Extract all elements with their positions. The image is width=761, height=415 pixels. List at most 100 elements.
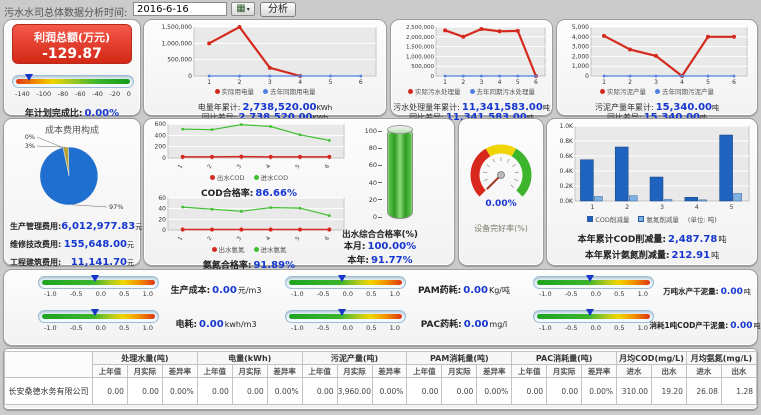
tick-label: 0.0 — [342, 324, 353, 332]
tick-label: 1.0 — [142, 324, 153, 332]
electricity-total-line: 电量年累计: 2,738,520.00KWh — [197, 102, 333, 113]
analyze-button[interactable]: 分析 — [260, 2, 296, 17]
summary-table: 处理水量(吨) 电量(kWh) 污泥产量(吨) PAM消耗量(吨) PAC消耗量(吨) 月… — [4, 351, 758, 405]
sludge-per-cod-metric: 消耗1吨COD产干泥量: 0.00吨 — [649, 321, 761, 331]
svg-text:5: 5 — [329, 79, 333, 86]
tick-label: 80 — [369, 144, 382, 152]
svg-text:4: 4 — [265, 163, 272, 170]
electricity-line-chart: 0 500,000 1,000,000 1,500,000 1 2 3 4 5 6 — [148, 23, 384, 91]
pointer-icon — [25, 74, 33, 81]
slider-track — [533, 275, 654, 289]
table-value-cell: 0.00% — [371, 377, 408, 405]
table-sub-header: 出水 — [651, 364, 687, 378]
reduction-legend: COD削减量 氨氮削减量 (单位: 吨) — [547, 214, 757, 224]
svg-text:1,500,000: 1,500,000 — [161, 24, 192, 31]
tick-label: -1.0 — [291, 290, 304, 298]
tick-label: 0.0 — [342, 290, 353, 298]
tick-label: 0 — [373, 213, 382, 221]
slider-ticks: -1.0 -0.5 0.0 0.5 1.0 — [38, 289, 159, 298]
svg-text:2: 2 — [238, 79, 242, 86]
tick-label: 1.0 — [142, 290, 153, 298]
cod-pass-rate: COD合格率: 86.66% — [201, 188, 297, 199]
tick-label: 0.0 — [95, 324, 106, 332]
sewage-line-chart: 0 500,000 1,000,000 1,500,000 2,000,000 2,500… — [394, 23, 551, 91]
legend-swatch-icon — [408, 88, 413, 94]
table-sub-header: 差异率 — [266, 364, 303, 378]
tick-label: 0.5 — [366, 324, 377, 332]
profit-gauge-bar — [16, 79, 130, 84]
kpi-sliders-panel: -1.0 -0.5 0.0 0.5 1.0 生产成本: 0.00元/m3 -1.0 -0.5… — [3, 269, 761, 346]
legend-item: 出水COD — [209, 172, 245, 182]
calendar-button[interactable]: ▦ ▾ — [231, 2, 255, 16]
table-value-cell: 26.08 — [685, 377, 722, 405]
tick-label: 60 — [369, 161, 382, 169]
svg-text:200: 200 — [155, 144, 167, 151]
legend-swatch-icon — [253, 246, 259, 252]
power-consumption-metric: 电耗: 0.00kwh/m3 — [175, 319, 257, 330]
sludge-line-chart: 0 1,000 2,000 3,000 4,000 5,000 1 2 3 4 5 6 — [561, 23, 755, 91]
table-value-cell: 0.00 — [406, 377, 443, 405]
tick-label: 100 — [365, 127, 382, 135]
svg-text:3: 3 — [268, 79, 272, 86]
profit-gauge — [12, 74, 134, 88]
tick-label: 0.0 — [590, 324, 601, 332]
svg-text:6: 6 — [359, 79, 363, 86]
tick-label: 1.0 — [389, 290, 400, 298]
svg-text:0: 0 — [188, 73, 192, 80]
reduction-bar-chart: 0.0K 0.2K 0.4K 0.6K 0.8K 1.0K 1 2 3 4 5 — [551, 122, 755, 216]
slider-track — [38, 275, 159, 289]
svg-text:40: 40 — [158, 206, 166, 213]
svg-text:1,500,000: 1,500,000 — [406, 45, 434, 51]
tick-label: 1.0 — [389, 324, 400, 332]
svg-text:2: 2 — [628, 79, 632, 86]
svg-text:6: 6 — [732, 79, 736, 86]
tick-label: -0.5 — [316, 290, 330, 298]
legend-swatch-icon — [655, 88, 660, 94]
tick-label: 0.5 — [119, 290, 130, 298]
tick-label: -100 — [36, 90, 52, 98]
legend-swatch-icon — [211, 246, 217, 252]
table-value-cell: 0.00% — [266, 377, 303, 405]
tick-label: -1.0 — [539, 324, 552, 332]
table-value-cell: 0.00% — [476, 377, 513, 405]
table-sub-header: 月实际 — [441, 364, 478, 378]
profit-total-box: 利润总额(万元) -129.87 — [12, 24, 132, 64]
sewage-legend: 实际污水处理量 去年同期污水处理量 — [391, 86, 552, 96]
sludge-panel: 0 1,000 2,000 3,000 4,000 5,000 1 2 3 4 5 6 实际污泥产量去… — [556, 19, 758, 123]
svg-text:6: 6 — [534, 79, 538, 86]
table-value-cell: 1.28 — [720, 377, 758, 405]
sludge-per-water-metric: 万吨水产干泥量: 0.00吨 — [663, 287, 751, 297]
cod-reduction-total: 本年累计COD削减量: 2,487.78吨 — [577, 234, 727, 245]
tick-label: 0 — [126, 90, 131, 98]
svg-text:600: 600 — [155, 121, 167, 128]
legend-item: 去年同期污水处理量 — [469, 86, 535, 96]
svg-text:1: 1 — [590, 204, 594, 211]
pointer-icon — [585, 309, 594, 316]
legend-swatch-icon — [253, 174, 259, 180]
table-value-cell: 0.00 — [441, 377, 478, 405]
ammonia-line-chart: 0 20 40 60 1 2 3 4 5 6 — [146, 195, 352, 248]
svg-text:1,000,000: 1,000,000 — [406, 54, 434, 60]
legend-swatch-icon — [209, 174, 215, 180]
table-corner-cell — [4, 351, 93, 378]
legend-item: 氨氮削减量 — [638, 214, 679, 224]
slider-ticks: -1.0 -0.5 0.0 0.5 1.0 — [533, 289, 654, 298]
svg-text:3: 3 — [654, 79, 658, 86]
tick-label: -1.0 — [44, 290, 57, 298]
svg-text:4: 4 — [695, 204, 699, 211]
svg-text:5: 5 — [516, 79, 520, 86]
table-value-cell: 0.00 — [511, 377, 548, 405]
table-value-cell: 0.00% — [161, 377, 198, 405]
table-sub-header: 月实际 — [336, 364, 373, 378]
svg-text:4: 4 — [680, 79, 684, 86]
legend-swatch-icon — [469, 88, 475, 94]
month-pass-rate: 本月: 100.00% — [343, 241, 417, 252]
legend-swatch-icon — [638, 216, 645, 222]
table-sub-header: 差异率 — [476, 364, 513, 378]
tick-label: 20 — [369, 196, 382, 204]
slider-track — [285, 309, 406, 323]
pointer-icon — [337, 309, 346, 316]
analysis-date-input[interactable] — [133, 2, 227, 16]
profit-panel: 利润总额(万元) -129.87 -140 -100 -80 -60 -40 -20 0 年… — [3, 19, 141, 119]
